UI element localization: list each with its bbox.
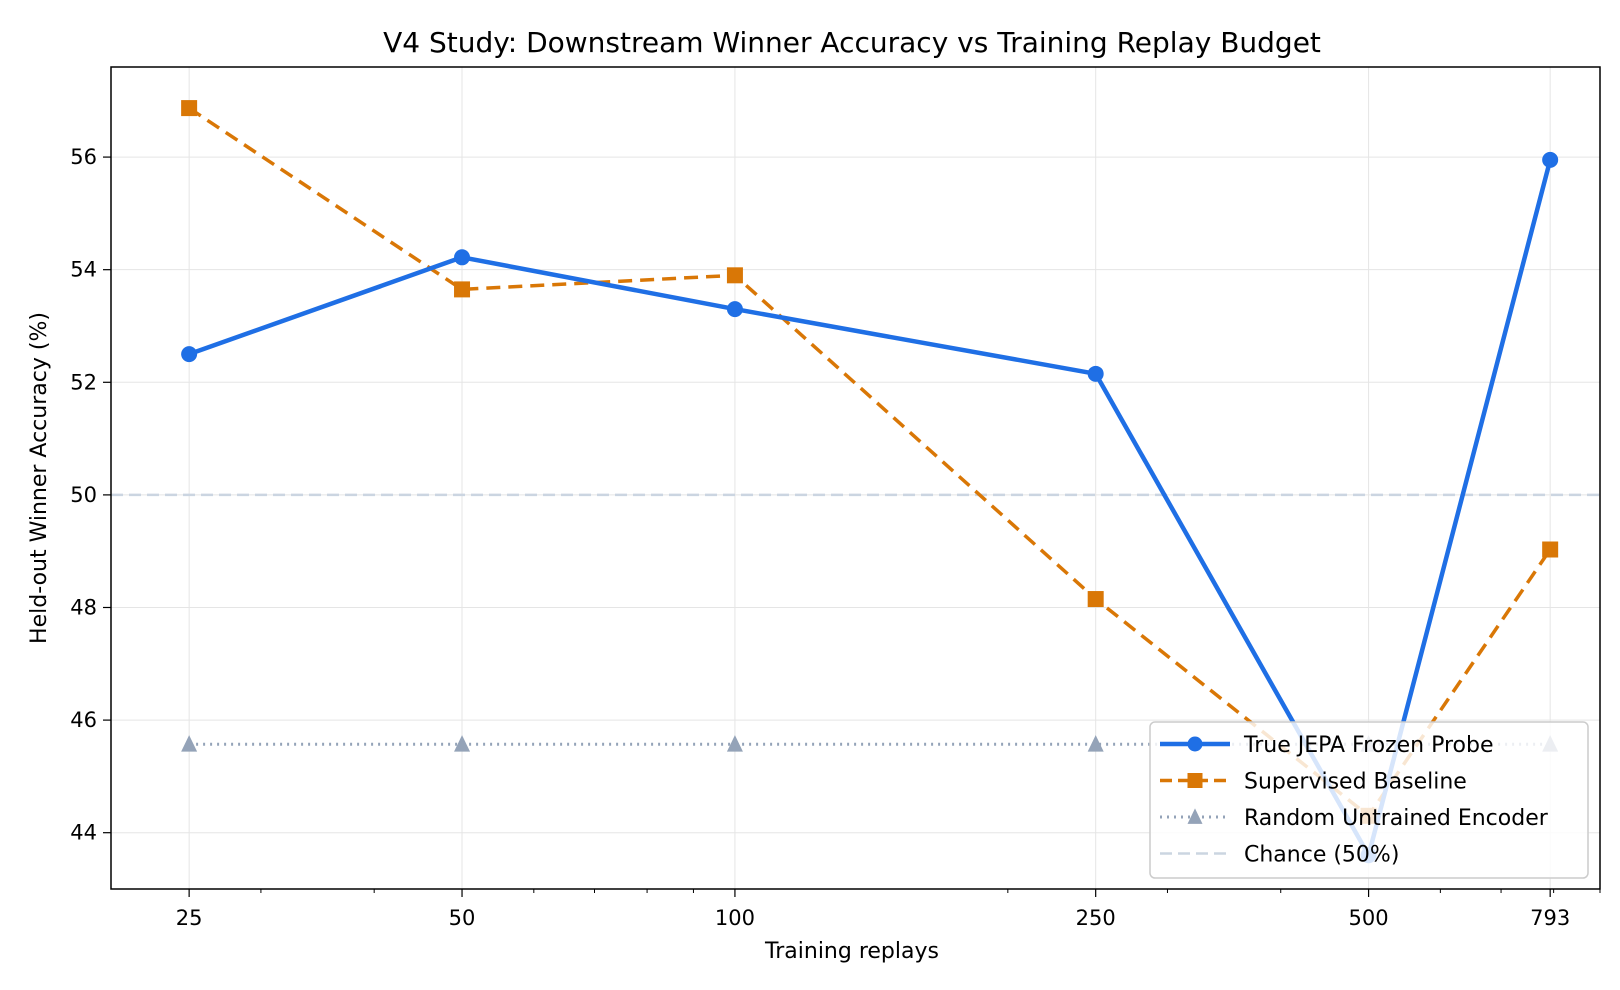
- data-point-supervised: [1087, 591, 1104, 608]
- legend-box: [1149, 721, 1589, 879]
- data-point-jepa: [1542, 151, 1559, 168]
- data-point-random: [181, 735, 198, 752]
- legend-label: Supervised Baseline: [1244, 770, 1467, 795]
- legend-label: Chance (50%): [1244, 843, 1399, 868]
- y-axis-title: Held-out Winner Accuracy (%): [27, 312, 52, 644]
- y-tick-label: 50: [70, 483, 97, 507]
- data-point-random: [1087, 735, 1104, 752]
- legend: True JEPA Frozen Probe Supervised Baselin…: [1149, 721, 1589, 879]
- y-tick-label: 46: [70, 708, 97, 732]
- x-tick-label: 250: [1076, 906, 1116, 930]
- data-point-jepa: [726, 301, 743, 318]
- chart-title: V4 Study: Downstream Winner Accuracy vs …: [383, 26, 1321, 59]
- axis-ticks: 25 50 100 250 500 793 44 46 48 50 52 54 56: [70, 145, 1601, 930]
- x-tick-label: 50: [449, 906, 476, 930]
- legend-marker: [1187, 808, 1203, 824]
- data-point-jepa: [454, 249, 471, 266]
- legend-label: Random Untrained Encoder: [1244, 806, 1549, 831]
- y-tick-label: 48: [70, 595, 97, 619]
- data-point-jepa: [181, 346, 198, 363]
- plot-frame: [110, 66, 1601, 890]
- x-axis-title: Training replays: [764, 939, 939, 964]
- data-point-supervised: [454, 281, 471, 298]
- y-tick-label: 52: [70, 370, 97, 394]
- x-tick-label: 25: [176, 906, 203, 930]
- data-point-random: [454, 735, 471, 752]
- y-tick-label: 44: [70, 821, 97, 845]
- data-point-supervised: [726, 267, 743, 284]
- x-tick-label: 500: [1349, 906, 1389, 930]
- data-point-supervised: [1542, 541, 1559, 558]
- legend-marker: [1187, 773, 1203, 788]
- data-point-jepa: [1087, 365, 1104, 382]
- legend-marker: [1187, 736, 1203, 752]
- data-point-random: [726, 735, 743, 752]
- x-tick-label: 100: [715, 906, 755, 930]
- x-tick-label: 793: [1530, 906, 1570, 930]
- data-point-supervised: [181, 100, 198, 117]
- y-tick-label: 54: [70, 258, 97, 282]
- legend-label: True JEPA Frozen Probe: [1243, 733, 1494, 758]
- y-tick-label: 56: [70, 145, 97, 169]
